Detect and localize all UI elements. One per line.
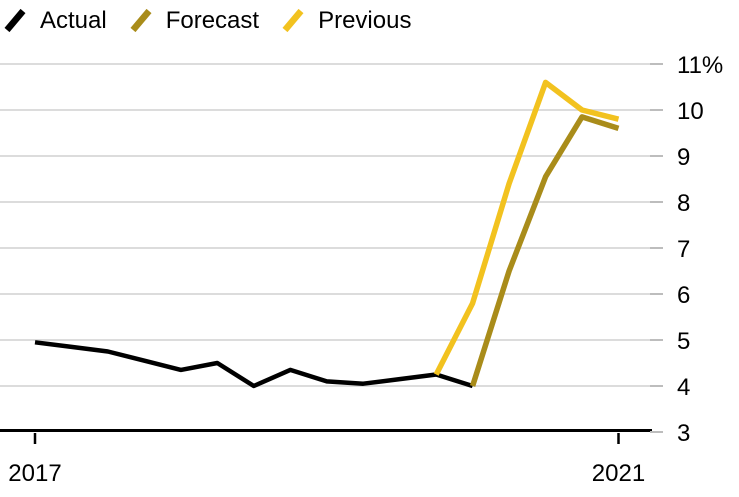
- legend-label-actual: Actual: [40, 7, 107, 34]
- x-tick-label: 2017: [8, 460, 61, 487]
- x-tick-label: 2021: [592, 460, 645, 487]
- legend: Actual Forecast Previous: [3, 5, 411, 37]
- y-tick-label: 3: [677, 420, 690, 447]
- y-tick-label: 8: [677, 190, 690, 217]
- series-line-forecast: [469, 114, 620, 387]
- y-tick-label: 6: [677, 282, 690, 309]
- swatch-line: [4, 8, 26, 33]
- forecast-line-swatch-icon: [130, 8, 152, 33]
- previous-line-swatch-icon: [282, 8, 304, 33]
- swatch-line: [130, 8, 152, 33]
- legend-label-previous: Previous: [318, 7, 412, 34]
- legend-item-forecast: Forecast: [129, 7, 259, 35]
- y-tick-label: 10: [677, 98, 704, 125]
- y-tick-label: 5: [677, 328, 690, 355]
- y-tick-label: 11%: [677, 52, 723, 79]
- y-tick-label: 7: [677, 236, 690, 263]
- series-line-previous: [433, 79, 620, 376]
- legend-item-previous: Previous: [281, 7, 411, 35]
- y-tick-label: 4: [677, 374, 690, 401]
- swatch-line: [282, 8, 304, 33]
- actual-line-swatch-icon: [4, 8, 26, 33]
- legend-item-actual: Actual: [3, 7, 107, 35]
- series-line-actual: [34, 340, 474, 389]
- y-tick-label: 9: [677, 144, 690, 171]
- legend-label-forecast: Forecast: [165, 7, 260, 34]
